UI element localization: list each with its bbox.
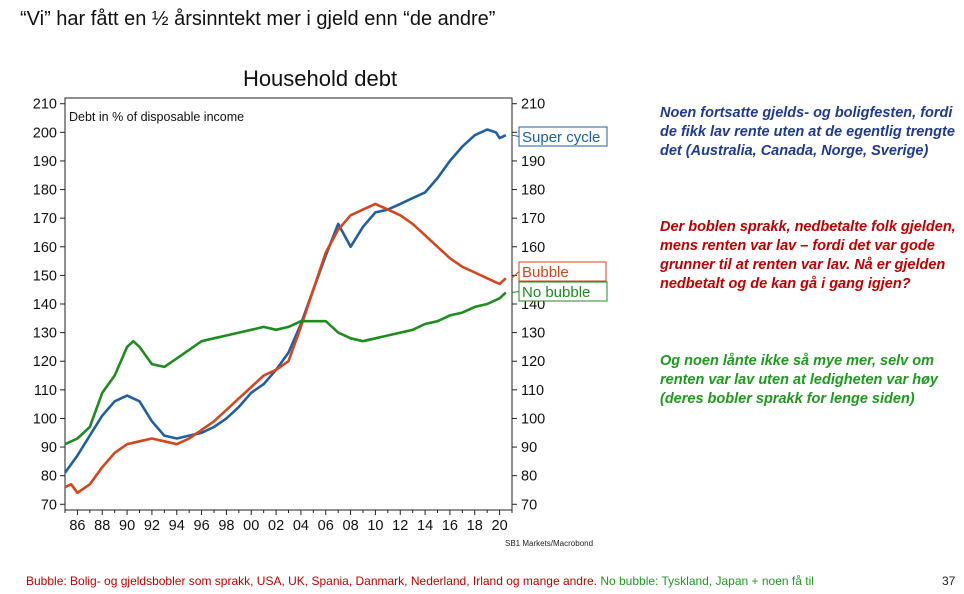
x-tick-label: 00 [243, 518, 259, 534]
y-tick-label-right: 210 [521, 97, 545, 113]
series-line [64, 202, 507, 495]
note-bubble: Der boblen sprakk, nedbetalte folk gjeld… [660, 219, 956, 292]
y-tick-label-left: 200 [33, 125, 57, 141]
y-tick-label-left: 130 [33, 326, 57, 342]
x-tick-label: 16 [442, 518, 458, 534]
y-tick-label-left: 210 [33, 97, 57, 113]
footer: Bubble: Bolig- og gjeldsbobler som sprak… [26, 574, 814, 588]
series-label-leader [511, 134, 520, 137]
y-axis-annotation: Debt in % of disposable income [69, 110, 244, 124]
y-tick-label-left: 190 [33, 154, 57, 170]
x-tick-label: 06 [318, 518, 334, 534]
series-label-box [518, 261, 607, 282]
series-lines [63, 128, 507, 495]
note-no-bubble: Og noen lånte ikke så mye mer, selv om r… [660, 353, 938, 407]
y-tick-label-left: 180 [33, 183, 57, 199]
x-tick-label: 18 [467, 518, 483, 534]
note-super-cycle: Noen fortsatte gjelds- og boligfesten, f… [660, 105, 955, 159]
y-tick-label-right: 120 [521, 354, 545, 370]
y-tick-label-right: 110 [521, 383, 544, 399]
y-tick-label-left: 80 [41, 469, 57, 485]
y-tick-label-left: 150 [33, 268, 57, 284]
y-tick-label-right: 180 [521, 183, 545, 199]
y-tick-label-right: 160 [521, 240, 545, 256]
x-tick-label: 90 [119, 518, 135, 534]
x-tick-label: 88 [94, 518, 110, 534]
chart-title: Household debt [242, 66, 398, 91]
y-tick-label-right: 80 [521, 469, 537, 485]
x-tick-label: 02 [268, 518, 284, 534]
x-tick-label: 92 [144, 518, 160, 534]
x-tick-label: 98 [218, 518, 234, 534]
footer-bubble-text: Bubble: Bolig- og gjeldsbobler som sprak… [26, 574, 597, 588]
x-tick-label: 86 [69, 518, 85, 534]
slide-title: “Vi” har fått en ½ årsinntekt mer i gjel… [20, 8, 496, 30]
series-line [63, 128, 507, 474]
y-tick-label-left: 170 [33, 211, 57, 227]
y-tick-label-left: 70 [41, 497, 57, 513]
y-tick-label-right: 170 [521, 211, 545, 227]
y-tick-label-left: 110 [34, 383, 57, 399]
footer-nobubble-text: No bubble: Tyskland, Japan + noen få til [596, 574, 814, 588]
x-tick-label: 94 [169, 518, 185, 534]
source-label: SB1 Markets/Macrobond [505, 539, 594, 548]
y-tick-label-right: 190 [521, 154, 545, 170]
x-tick-label: 12 [392, 518, 408, 534]
y-tick-label-left: 90 [41, 440, 57, 456]
plot-frame [64, 97, 513, 511]
series-label: Bubble [522, 264, 569, 281]
x-tick-label: 10 [367, 518, 383, 534]
x-tick-label: 08 [343, 518, 359, 534]
y-tick-label-left: 140 [33, 297, 57, 313]
page-number: 37 [942, 574, 956, 588]
y-tick-label-right: 90 [521, 440, 537, 456]
series-label-box [518, 126, 608, 147]
series-label: No bubble [522, 284, 590, 301]
x-tick-label: 04 [293, 518, 309, 534]
series-label-box [518, 281, 608, 302]
x-tick-label: 20 [492, 518, 508, 534]
x-tick-label: 96 [194, 518, 210, 534]
y-tick-label-right: 70 [521, 497, 537, 513]
series-label-leader [511, 271, 520, 279]
series-label-leader [511, 291, 520, 294]
axes: 70 70 80 80 90 90 100 100 110 110 120 120 130 130 140 1… [33, 97, 545, 534]
series-line [64, 291, 507, 446]
y-tick-label-right: 100 [521, 411, 545, 427]
y-tick-label-left: 120 [33, 354, 57, 370]
y-tick-label-right: 130 [521, 326, 545, 342]
series-labels: Super cycle Bubble No bubble [511, 126, 608, 302]
series-label: Super cycle [522, 129, 600, 146]
x-tick-label: 14 [417, 518, 433, 534]
y-tick-label-left: 100 [33, 411, 57, 427]
y-tick-label-left: 160 [33, 240, 57, 256]
